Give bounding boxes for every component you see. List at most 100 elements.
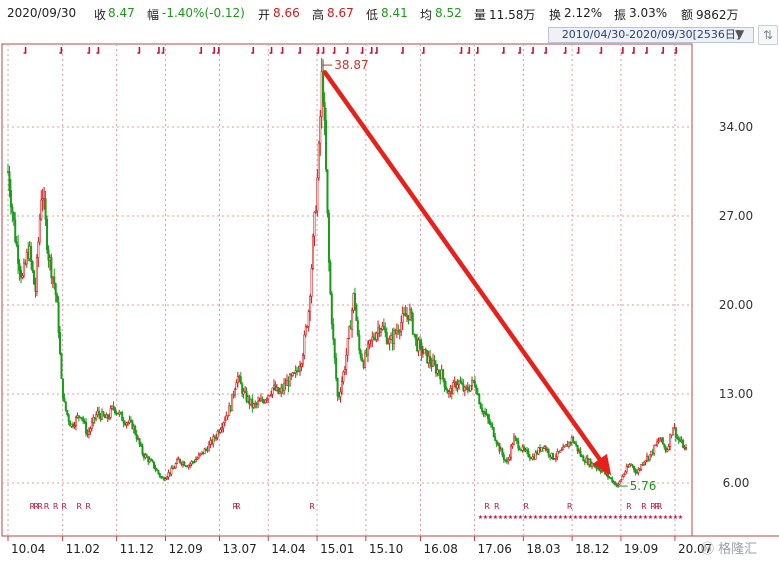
trend-arrow-head (592, 453, 612, 476)
candle-body (345, 354, 348, 370)
candle-body (667, 446, 670, 451)
candle-body (473, 381, 476, 387)
close-value: 8.47 (108, 6, 135, 20)
candle-body (174, 463, 177, 469)
candle-body (466, 386, 469, 391)
candle-body (126, 422, 129, 424)
candle-body (358, 334, 361, 351)
candle-body (220, 427, 223, 431)
candle-body (102, 411, 105, 416)
x-tick-label: 14.04 (271, 542, 305, 556)
event-marker (644, 47, 648, 54)
star-marker: ★ (498, 514, 503, 521)
star-marker: ★ (573, 514, 578, 521)
candle-body (212, 436, 215, 445)
candle-body (63, 397, 66, 403)
candle-body (11, 206, 14, 213)
candle-body (112, 405, 115, 408)
candle-body (299, 366, 302, 372)
candle-body (401, 313, 404, 323)
candle-body (134, 426, 137, 435)
candle-body (95, 414, 98, 420)
candle-body (203, 448, 206, 454)
star-marker: ★ (543, 514, 548, 521)
candle-body (332, 323, 335, 340)
candle-body (314, 210, 317, 213)
open-value: 8.66 (273, 6, 300, 20)
candle-body (197, 454, 200, 459)
star-marker: ★ (488, 514, 493, 521)
candle-body (421, 352, 424, 355)
candle-body (252, 403, 255, 408)
candle-body (267, 395, 270, 400)
event-marker (563, 47, 567, 54)
candle-body (233, 388, 236, 396)
candle-body (664, 446, 667, 452)
candle-body (442, 369, 445, 379)
candle-body (33, 270, 36, 285)
event-marker (87, 47, 91, 54)
candle-body (437, 369, 440, 374)
candle-body (73, 425, 76, 427)
candle-body (343, 369, 346, 373)
candle-body (669, 434, 672, 447)
candle-body (20, 270, 23, 278)
candle-body (307, 311, 310, 327)
candle-body (157, 469, 160, 474)
x-tick-label: 16.08 (424, 542, 458, 556)
candle-body (353, 293, 356, 306)
candle-body (239, 376, 242, 385)
candle-body (82, 417, 85, 422)
candle-body (501, 448, 504, 456)
candle-body (231, 393, 234, 412)
candle-body (59, 332, 62, 354)
candle-body (225, 415, 228, 421)
candle-body (265, 398, 268, 401)
candle-body (317, 142, 320, 179)
amount-value: 9862万 (696, 8, 739, 22)
event-marker (661, 47, 665, 54)
annotation-label: 38.87 (334, 58, 368, 72)
star-marker: ★ (648, 514, 653, 521)
candle-body (288, 374, 291, 387)
star-marker: ★ (608, 514, 613, 521)
date-range-selector[interactable]: 2010/04/30-2020/09/30[2536日] (548, 27, 754, 43)
candle-body (44, 198, 47, 220)
candle-body (189, 463, 192, 466)
star-marker: ★ (628, 514, 633, 521)
candle-body (40, 199, 43, 220)
scroll-toggle-icon[interactable]: ⇅ (758, 25, 778, 45)
y-tick-label: 34.00 (719, 120, 753, 134)
candle-body (222, 422, 225, 429)
candle-body (595, 466, 598, 469)
candle-body (447, 391, 450, 394)
star-marker: ★ (663, 514, 668, 521)
candle-body (67, 414, 70, 422)
candle-body (15, 241, 18, 246)
candle-body (74, 417, 77, 426)
candle-body (207, 444, 210, 452)
candle-body (556, 450, 559, 458)
candle-body (471, 379, 474, 386)
candle-body (511, 444, 514, 447)
candle-body (433, 359, 436, 365)
candle-body (534, 452, 537, 460)
candle-body (598, 468, 601, 471)
candle-body (257, 400, 260, 405)
candle-body (8, 171, 11, 191)
high-value: 8.67 (327, 6, 354, 20)
candle-body (494, 436, 497, 441)
star-marker: ★ (643, 514, 648, 521)
candle-body (434, 363, 437, 374)
candle-body (109, 408, 112, 418)
event-marker (360, 47, 364, 54)
triangle-down-icon[interactable]: ▼ (735, 27, 745, 41)
candle-body (452, 382, 455, 395)
candle-body (479, 403, 482, 409)
candle-body (507, 459, 510, 462)
candle-body (375, 332, 378, 340)
candle-body (158, 473, 161, 477)
r-marker: R (232, 502, 238, 511)
event-marker (576, 47, 580, 54)
candle-body (684, 446, 687, 450)
